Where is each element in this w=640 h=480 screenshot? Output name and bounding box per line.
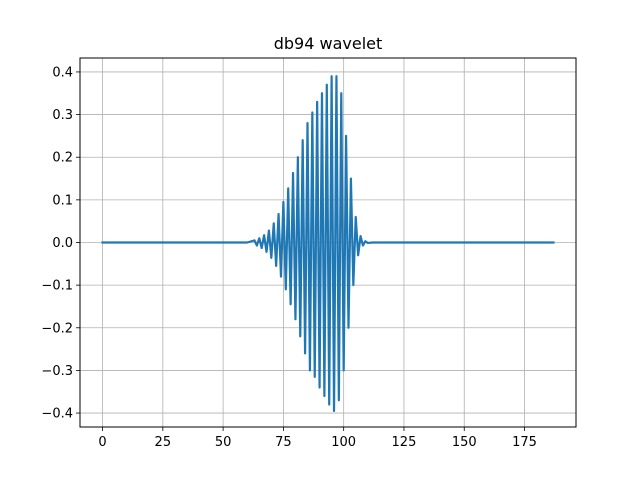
tick-layer: 0 25 50 75 100 125 150 175 −0.4 −0.3 −0.2 −0.1 0.0 0.… [41, 65, 537, 450]
x-tick-label: 50 [215, 435, 232, 450]
series-line [101, 75, 555, 413]
y-tick-label: 0.0 [52, 236, 73, 251]
y-tick-label: −0.1 [41, 279, 73, 294]
x-tick-label: 100 [331, 435, 356, 450]
y-tick-label: 0.2 [52, 151, 73, 166]
y-tick-label: 0.4 [52, 65, 73, 80]
x-tick-label: 0 [98, 435, 106, 450]
x-tick-label: 150 [452, 435, 477, 450]
plot-layer [101, 75, 555, 413]
x-tick-label: 25 [155, 435, 172, 450]
y-tick-label: −0.2 [41, 321, 73, 336]
y-tick-label: −0.4 [41, 407, 73, 422]
x-tick-label: 125 [392, 435, 417, 450]
chart-title: db94 wavelet [274, 34, 383, 53]
y-tick-label: 0.1 [52, 193, 73, 208]
x-tick-label: 75 [275, 435, 292, 450]
y-tick-label: −0.3 [41, 364, 73, 379]
x-tick-label: 175 [512, 435, 537, 450]
y-tick-label: 0.3 [52, 108, 73, 123]
